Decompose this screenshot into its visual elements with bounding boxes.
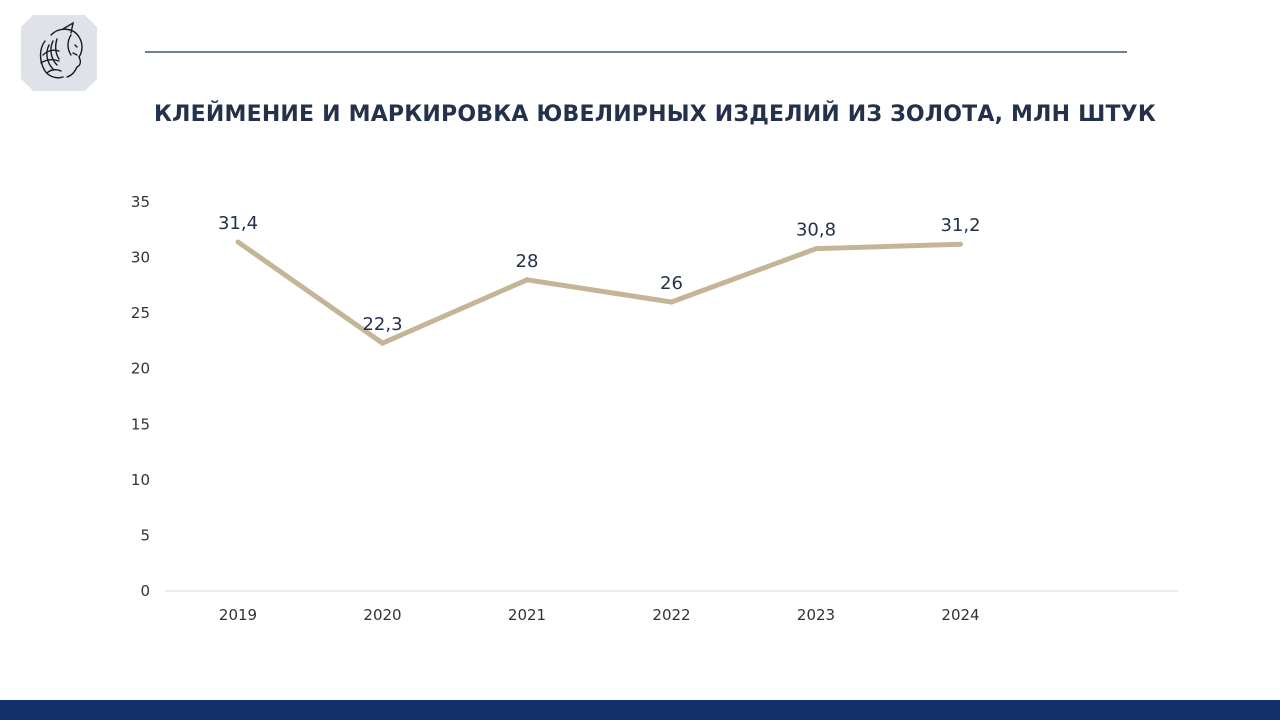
data-point bbox=[235, 239, 241, 245]
y-tick-label: 15 bbox=[131, 415, 150, 433]
y-tick-label: 25 bbox=[131, 304, 150, 322]
x-tick-label: 2021 bbox=[508, 606, 546, 624]
chart-title: КЛЕЙМЕНИЕ И МАРКИРОВКА ЮВЕЛИРНЫХ ИЗДЕЛИЙ… bbox=[154, 102, 1156, 127]
y-tick-label: 5 bbox=[140, 526, 150, 544]
portrait-logo-icon bbox=[39, 21, 83, 79]
x-tick-label: 2019 bbox=[219, 606, 257, 624]
series-line bbox=[236, 239, 961, 347]
data-point bbox=[524, 277, 530, 283]
data-label: 22,3 bbox=[362, 314, 402, 335]
y-tick-label: 10 bbox=[131, 471, 150, 489]
data-point bbox=[958, 241, 963, 247]
data-point bbox=[813, 246, 819, 252]
y-tick-label: 0 bbox=[140, 582, 150, 600]
footer-bar bbox=[0, 700, 1280, 720]
header-rule bbox=[145, 51, 1127, 53]
logo bbox=[21, 15, 97, 91]
x-tick-label: 2024 bbox=[941, 606, 979, 624]
data-label: 31,2 bbox=[940, 215, 980, 236]
y-tick-label: 35 bbox=[131, 193, 150, 211]
data-label: 26 bbox=[660, 273, 683, 294]
x-tick-label: 2023 bbox=[797, 606, 835, 624]
y-tick-label: 20 bbox=[131, 360, 150, 378]
data-label: 30,8 bbox=[796, 220, 836, 241]
x-tick-label: 2020 bbox=[363, 606, 401, 624]
data-point bbox=[669, 299, 674, 305]
data-label: 28 bbox=[516, 251, 539, 272]
y-tick-label: 30 bbox=[131, 249, 150, 267]
data-point bbox=[380, 340, 385, 346]
data-label: 31,4 bbox=[218, 213, 258, 234]
x-tick-label: 2022 bbox=[652, 606, 690, 624]
